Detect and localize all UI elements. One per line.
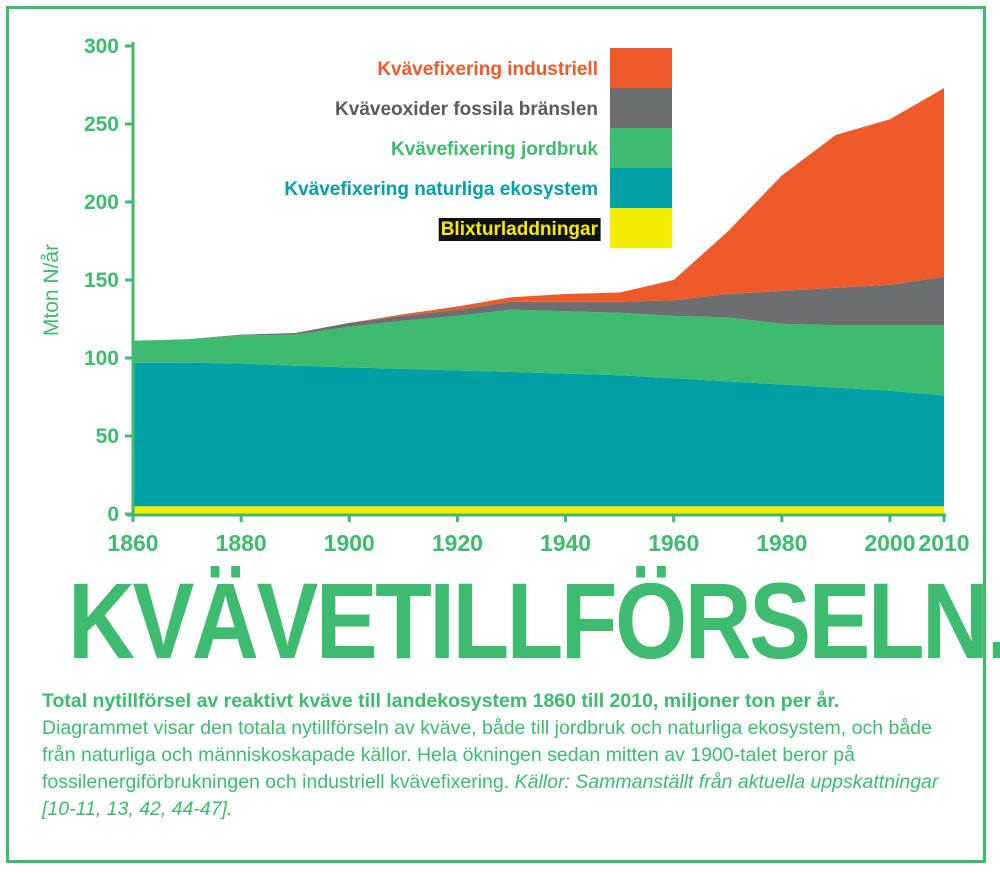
legend-label: Kvävefixering jordbruk: [391, 139, 598, 160]
caption-source: Källor: Sammanställt från aktuella uppsk…: [42, 771, 939, 820]
y-axis-label: Mton N/år: [40, 244, 63, 336]
legend-swatch: [610, 128, 672, 168]
legend-label-background: [438, 218, 601, 241]
y-tick-label: 50: [96, 425, 119, 448]
y-tick-label: 250: [84, 113, 119, 136]
x-tick-label: 1920: [432, 530, 483, 556]
x-tick-label: 1960: [648, 530, 699, 556]
legend-label: Kvävefixering naturliga ekosystem: [284, 179, 598, 200]
x-tick-label: 2010: [918, 530, 969, 556]
y-tick-label: 100: [84, 347, 119, 370]
legend-label: Blixturladdningar: [441, 219, 599, 240]
x-tick-label: 1860: [107, 530, 158, 556]
legend: Kvävefixering industriell Kväveoxider fos…: [284, 48, 672, 248]
axes: 0 50 100 150 200 250 300 1860 1880 1900 1920 1940 19…: [84, 35, 970, 556]
area-series-3: [133, 276, 944, 341]
y-tick-label: 300: [84, 35, 119, 58]
x-tick-label: 1880: [216, 530, 267, 556]
area-series-1: [133, 362, 944, 507]
page-title: KVÄVETILLFÖRSELN.: [68, 560, 1000, 681]
x-tick-label: 1900: [324, 530, 375, 556]
stacked-area-chart: 0 50 100 150 200 250 300 1860 1880 1900 1920 1940 19…: [40, 35, 970, 556]
caption-body: Diagrammet visar den totala nytillförsel…: [42, 717, 932, 793]
caption-lead: Total nytillförsel av reaktivt kväve til…: [42, 690, 840, 712]
y-tick-label: 200: [84, 191, 119, 214]
area-series-0: [133, 506, 944, 514]
x-tick-label: 1940: [540, 530, 591, 556]
legend-swatch: [610, 48, 672, 88]
legend-label: Kväveoxider fossila bränslen: [335, 99, 598, 120]
legend-swatch: [610, 88, 672, 128]
x-tick-label: 1980: [756, 530, 807, 556]
area-series-2: [133, 309, 944, 396]
legend-swatch: [610, 168, 672, 208]
y-tick-label: 150: [84, 269, 119, 292]
area-layers: [133, 88, 944, 514]
figure-frame: [6, 6, 986, 863]
legend-label: Kvävefixering industriell: [377, 59, 598, 80]
legend-swatch: [610, 208, 672, 248]
area-series-4: [133, 88, 944, 341]
y-tick-label: 0: [107, 503, 119, 526]
x-tick-label: 2000: [864, 530, 915, 556]
caption: Total nytillförsel av reaktivt kväve til…: [42, 688, 952, 823]
